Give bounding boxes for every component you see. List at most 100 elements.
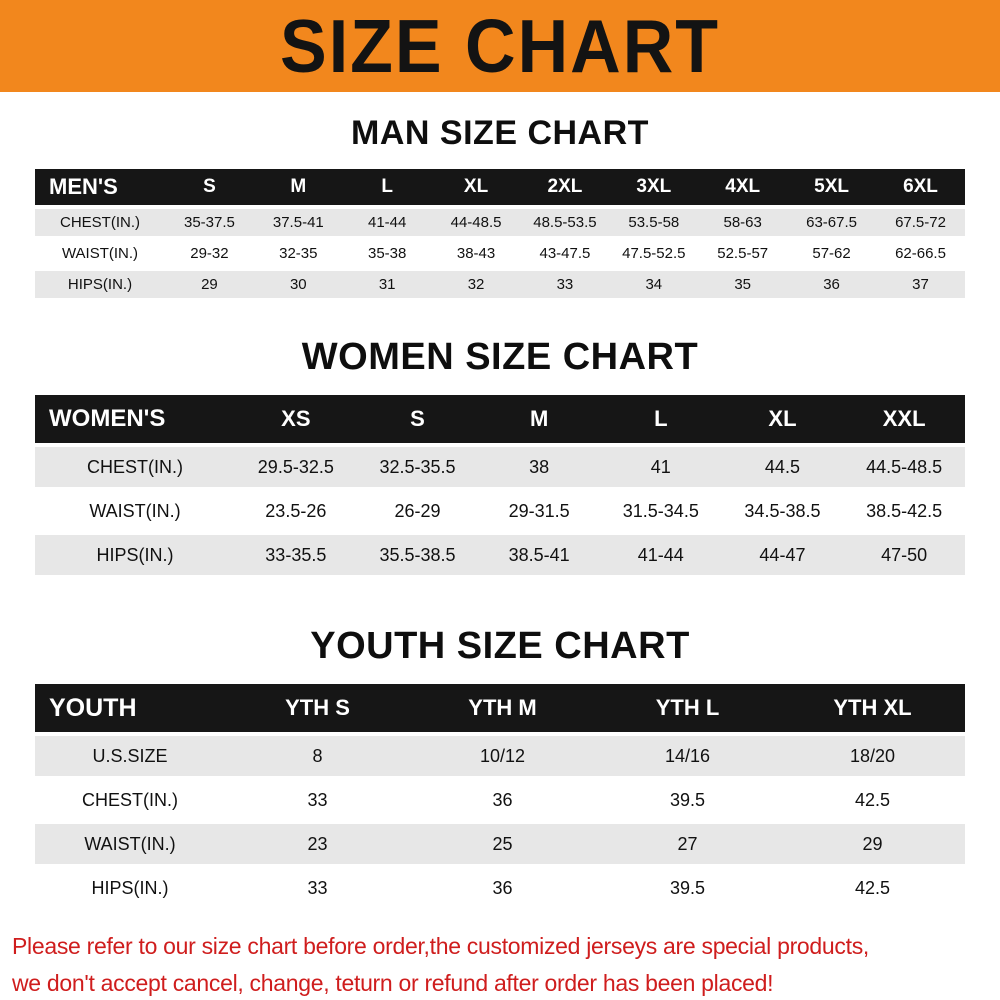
size-value-cell: 36 — [787, 271, 876, 298]
size-column-header: XXL — [843, 395, 965, 443]
size-value-cell: 29 — [165, 271, 254, 298]
row-label: WAIST(IN.) — [35, 824, 225, 864]
row-label: HIPS(IN.) — [35, 868, 225, 908]
size-value-cell: 57-62 — [787, 240, 876, 267]
size-column-header: YTH M — [410, 684, 595, 732]
size-value-cell: 32 — [431, 271, 521, 298]
size-value-cell: 38.5-42.5 — [843, 491, 965, 531]
table-row: WAIST(IN.) 23.5-26 26-29 29-31.5 31.5-34.5 34… — [35, 491, 965, 531]
size-value-cell: 53.5-58 — [609, 209, 699, 236]
size-value-cell: 23.5-26 — [235, 491, 357, 531]
row-label: HIPS(IN.) — [35, 535, 235, 575]
size-value-cell: 10/12 — [410, 736, 595, 776]
man-size-table: MEN'S S M L XL 2XL 3XL 4XL 5XL 6XL CHEST(IN.) 35-37… — [35, 165, 965, 302]
size-column-header: 2XL — [520, 169, 610, 205]
size-value-cell: 32.5-35.5 — [356, 447, 479, 487]
size-value-cell: 37.5-41 — [253, 209, 343, 236]
size-column-header: XS — [235, 395, 357, 443]
table-header-row: YOUTH YTH S YTH M YTH L YTH XL — [35, 684, 965, 732]
size-value-cell: 44-47 — [721, 535, 844, 575]
table-row: CHEST(IN.) 29.5-32.5 32.5-35.5 38 41 44.5 44.5… — [35, 447, 965, 487]
size-value-cell: 67.5-72 — [876, 209, 965, 236]
row-label: WAIST(IN.) — [35, 240, 165, 267]
size-column-header: XL — [721, 395, 844, 443]
youth-size-table: YOUTH YTH S YTH M YTH L YTH XL U.S.SIZE 8 10/12… — [35, 680, 965, 912]
size-value-cell: 26-29 — [356, 491, 479, 531]
size-value-cell: 41-44 — [599, 535, 722, 575]
size-value-cell: 36 — [410, 868, 595, 908]
size-value-cell: 23 — [225, 824, 410, 864]
size-value-cell: 42.5 — [780, 868, 965, 908]
size-column-header: L — [342, 169, 432, 205]
footer-line-2: we don't accept cancel, change, teturn o… — [12, 970, 774, 996]
size-value-cell: 39.5 — [595, 780, 780, 820]
size-value-cell: 8 — [225, 736, 410, 776]
size-value-cell: 29 — [780, 824, 965, 864]
table-row: WAIST(IN.) 29-32 32-35 35-38 38-43 43-47.5 47.… — [35, 240, 965, 267]
size-value-cell: 18/20 — [780, 736, 965, 776]
size-value-cell: 44.5-48.5 — [843, 447, 965, 487]
size-value-cell: 44-48.5 — [431, 209, 521, 236]
size-value-cell: 63-67.5 — [787, 209, 876, 236]
table-header-row: MEN'S S M L XL 2XL 3XL 4XL 5XL 6XL — [35, 169, 965, 205]
size-value-cell: 44.5 — [721, 447, 844, 487]
size-value-cell: 34.5-38.5 — [721, 491, 844, 531]
size-value-cell: 42.5 — [780, 780, 965, 820]
table-row: CHEST(IN.) 35-37.5 37.5-41 41-44 44-48.5 48.5… — [35, 209, 965, 236]
man-section-title: MAN SIZE CHART — [351, 114, 649, 152]
size-value-cell: 35 — [698, 271, 788, 298]
size-value-cell: 36 — [410, 780, 595, 820]
size-column-header: L — [599, 395, 722, 443]
size-value-cell: 33 — [520, 271, 610, 298]
size-value-cell: 41 — [599, 447, 722, 487]
size-column-header: S — [165, 169, 254, 205]
table-row: HIPS(IN.) 33-35.5 35.5-38.5 38.5-41 41-44 44-… — [35, 535, 965, 575]
size-column-header: 3XL — [609, 169, 699, 205]
size-value-cell: 31.5-34.5 — [599, 491, 722, 531]
size-column-header: 6XL — [876, 169, 965, 205]
table-row: HIPS(IN.) 29 30 31 32 33 34 35 36 37 — [35, 271, 965, 298]
size-value-cell: 35-38 — [342, 240, 432, 267]
women-size-table: WOMEN'S XS S M L XL XXL CHEST(IN.) 29.5-32.5 32.5… — [35, 391, 965, 579]
footer-note: Please refer to our size chart before or… — [0, 928, 1000, 1000]
youth-size-section: YOUTH SIZE CHART YOUTH YTH S YTH M YTH L YTH… — [0, 579, 1000, 912]
size-value-cell: 47.5-52.5 — [609, 240, 699, 267]
size-value-cell: 62-66.5 — [876, 240, 965, 267]
women-section-title: WOMEN SIZE CHART — [301, 336, 699, 378]
size-value-cell: 33-35.5 — [235, 535, 357, 575]
size-value-cell: 39.5 — [595, 868, 780, 908]
size-value-cell: 35.5-38.5 — [356, 535, 479, 575]
size-value-cell: 37 — [876, 271, 965, 298]
size-value-cell: 25 — [410, 824, 595, 864]
row-label: HIPS(IN.) — [35, 271, 165, 298]
table-corner-label: MEN'S — [35, 169, 165, 205]
size-value-cell: 35-37.5 — [165, 209, 254, 236]
size-value-cell: 29.5-32.5 — [235, 447, 357, 487]
size-column-header: XL — [431, 169, 521, 205]
table-row: HIPS(IN.) 33 36 39.5 42.5 — [35, 868, 965, 908]
size-chart-banner: SIZE CHART — [0, 0, 1000, 92]
size-value-cell: 34 — [609, 271, 699, 298]
row-label: WAIST(IN.) — [35, 491, 235, 531]
footer-line-1: Please refer to our size chart before or… — [12, 933, 869, 959]
table-row: U.S.SIZE 8 10/12 14/16 18/20 — [35, 736, 965, 776]
size-value-cell: 29-32 — [165, 240, 254, 267]
size-value-cell: 33 — [225, 780, 410, 820]
banner-title: SIZE CHART — [280, 3, 720, 89]
table-row: CHEST(IN.) 33 36 39.5 42.5 — [35, 780, 965, 820]
row-label: CHEST(IN.) — [35, 780, 225, 820]
table-header-row: WOMEN'S XS S M L XL XXL — [35, 395, 965, 443]
size-column-header: YTH S — [225, 684, 410, 732]
row-label: U.S.SIZE — [35, 736, 225, 776]
size-value-cell: 48.5-53.5 — [520, 209, 610, 236]
size-value-cell: 29-31.5 — [478, 491, 600, 531]
size-column-header: M — [253, 169, 343, 205]
size-value-cell: 41-44 — [342, 209, 432, 236]
row-label: CHEST(IN.) — [35, 209, 165, 236]
size-value-cell: 47-50 — [843, 535, 965, 575]
table-corner-label: WOMEN'S — [35, 395, 235, 443]
size-value-cell: 14/16 — [595, 736, 780, 776]
youth-section-title: YOUTH SIZE CHART — [310, 625, 690, 667]
size-column-header: 4XL — [698, 169, 788, 205]
size-value-cell: 38-43 — [431, 240, 521, 267]
